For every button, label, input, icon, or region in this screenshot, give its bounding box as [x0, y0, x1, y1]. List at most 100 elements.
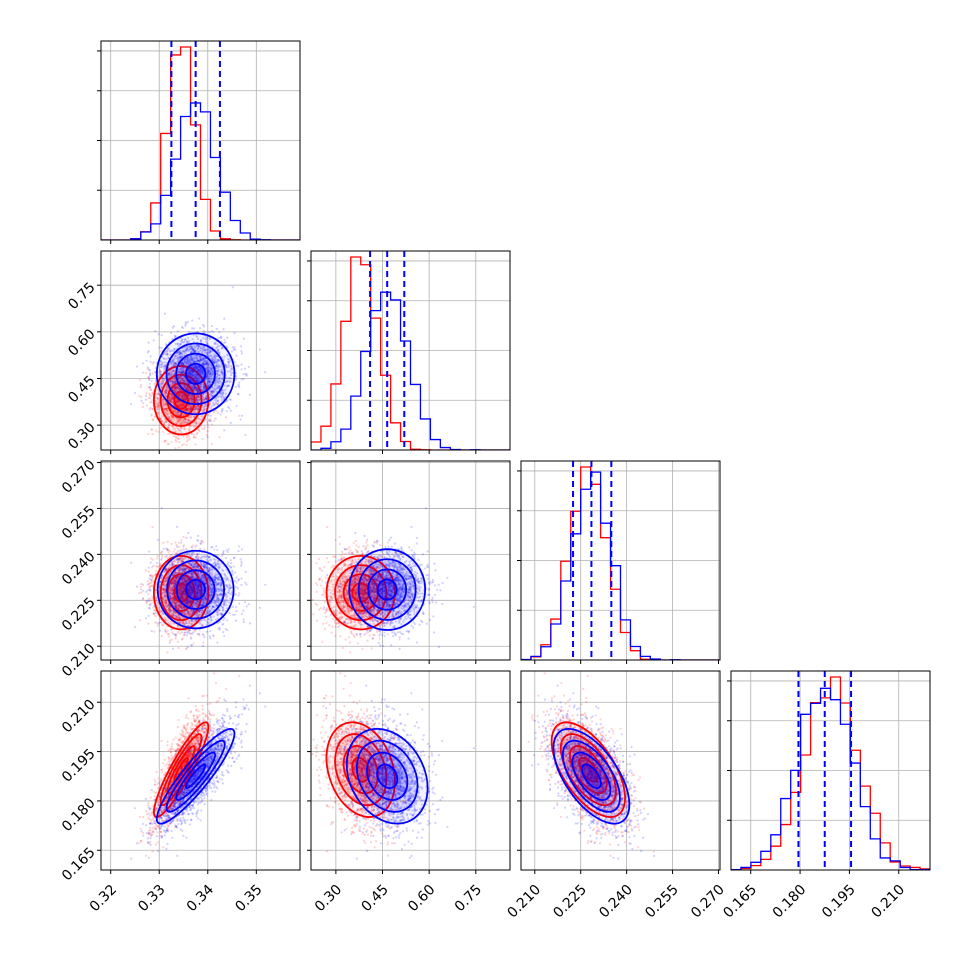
sample-point	[194, 407, 197, 410]
sample-point	[208, 401, 211, 404]
sample-point	[165, 389, 168, 392]
sample-point	[186, 386, 189, 389]
sample-point	[172, 389, 175, 393]
sample-point	[148, 408, 151, 411]
sample-point	[178, 632, 182, 635]
sample-point	[193, 384, 196, 387]
sample-point	[205, 398, 208, 402]
sample-point	[186, 407, 189, 410]
sample-point	[177, 376, 180, 379]
sample-point	[258, 348, 261, 351]
sample-point	[151, 407, 154, 411]
sample-point	[199, 384, 202, 387]
sample-point	[149, 388, 152, 391]
sample-point	[184, 352, 187, 355]
sample-point	[178, 356, 181, 359]
sample-point	[172, 389, 175, 392]
sample-point	[188, 404, 191, 407]
sample-point	[172, 550, 175, 554]
sample-point	[240, 414, 244, 417]
sample-point	[184, 398, 187, 401]
sample-point	[148, 394, 151, 397]
sample-point	[172, 362, 175, 365]
sample-point	[193, 366, 196, 370]
sample-point	[179, 413, 183, 416]
sample-point	[214, 409, 218, 412]
sample-point	[170, 440, 173, 444]
sample-point	[166, 651, 169, 654]
sample-point	[148, 378, 151, 381]
sample-point	[196, 404, 199, 407]
sample-point	[194, 406, 197, 409]
sample-point	[172, 370, 176, 373]
sample-point	[156, 408, 159, 411]
sample-point	[172, 387, 175, 391]
sample-point	[178, 402, 181, 405]
sample-point	[184, 386, 187, 390]
sample-point	[168, 373, 171, 376]
sample-point	[175, 421, 178, 425]
sample-point	[176, 398, 179, 401]
sample-point	[172, 416, 175, 419]
red-histogram-0	[101, 46, 300, 240]
sample-point	[195, 388, 198, 391]
sample-point	[173, 387, 176, 390]
sample-point	[202, 389, 205, 392]
sample-point	[147, 396, 150, 399]
sample-point	[156, 411, 160, 414]
sample-point	[194, 377, 197, 380]
sample-point	[194, 629, 197, 633]
sample-point	[179, 403, 182, 406]
sample-point	[178, 370, 181, 373]
sample-point	[188, 415, 191, 419]
sample-point	[163, 388, 166, 391]
sample-point	[146, 579, 149, 583]
sample-point	[196, 380, 199, 384]
sample-point	[157, 333, 160, 336]
sample-point	[204, 419, 207, 422]
sample-point	[244, 433, 247, 437]
sample-point	[195, 433, 198, 436]
sample-point	[187, 330, 191, 334]
sample-point	[153, 415, 156, 418]
sample-point	[201, 427, 204, 430]
sample-point	[185, 407, 189, 410]
sample-point	[163, 403, 166, 406]
sample-point	[171, 396, 174, 399]
sample-point	[188, 394, 191, 397]
sample-point	[187, 388, 190, 391]
sample-point	[204, 397, 208, 400]
sample-point	[197, 428, 200, 431]
sample-point	[149, 581, 152, 585]
sample-point	[180, 402, 183, 405]
sample-point	[160, 634, 163, 638]
sample-point	[163, 368, 166, 371]
sample-point	[157, 405, 160, 408]
sample-point	[185, 436, 189, 439]
sample-point	[202, 385, 205, 388]
sample-point	[170, 401, 173, 404]
sample-point	[181, 367, 184, 370]
sample-point	[180, 421, 183, 425]
sample-point	[182, 535, 185, 538]
sample-point	[135, 365, 139, 368]
sample-point	[182, 435, 185, 438]
sample-point	[238, 381, 241, 384]
sample-point	[178, 417, 181, 421]
sample-point	[159, 417, 162, 420]
sample-point	[163, 418, 166, 421]
sample-point	[181, 397, 184, 401]
sample-point	[166, 413, 169, 416]
sample-point	[157, 413, 160, 416]
sample-point	[167, 425, 170, 429]
sample-point	[193, 367, 196, 370]
sample-point	[167, 551, 170, 554]
sample-point	[176, 401, 179, 404]
sample-point	[240, 345, 243, 348]
sample-point	[169, 379, 172, 383]
sample-point	[240, 352, 244, 355]
sample-point	[196, 368, 200, 371]
sample-point	[177, 386, 181, 389]
sample-point	[139, 386, 142, 389]
sample-point	[173, 380, 176, 383]
